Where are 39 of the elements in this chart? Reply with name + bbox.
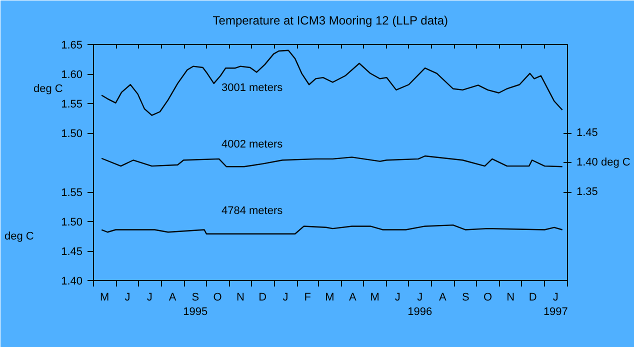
x-tick-label: A [348, 292, 357, 304]
chart-title: Temperature at ICM3 Mooring 12 (LLP data) [212, 14, 448, 28]
x-tick-label: M [100, 292, 110, 304]
series-label: 4784 meters [221, 204, 284, 217]
x-tick-label: M [325, 292, 334, 304]
y2-tick-label: 1.35 [576, 186, 598, 198]
series-label: 4002 meters [221, 138, 284, 151]
x-tick-label: F [304, 292, 312, 304]
x-tick-label: S [462, 292, 470, 304]
x-tick-label: O [483, 292, 492, 304]
y2-tick-label: 1.40 deg C [576, 156, 630, 168]
y-tick-label: 1.55 [61, 98, 83, 110]
x-tick-label: A [439, 292, 448, 304]
x-tick-label: J [394, 292, 400, 304]
line-series [101, 155, 563, 168]
line-series [101, 50, 563, 116]
x-tick-label: J [124, 292, 130, 304]
y-tick-label: 1.65 [61, 40, 83, 52]
x-tick-label: M [370, 292, 380, 304]
x-tick-label: J 1997 [543, 292, 568, 318]
series-label: 3001 meters [221, 82, 284, 94]
x-tick-label: J [282, 292, 288, 304]
x-tick-label: D [258, 292, 267, 304]
y3-tick-label: 1.40 [61, 276, 83, 288]
x-tick-label: A [168, 292, 177, 304]
y-tick-label: 1.50 [61, 128, 83, 140]
y-tick-label: 1.60 [61, 69, 83, 81]
x-tick-label: S 1995 [183, 292, 208, 318]
y3-tick-label: 1.45 [61, 246, 83, 258]
y3-axis-title: deg C [4, 230, 34, 242]
x-tick-label: N [506, 292, 515, 304]
x-tick-label: O [213, 292, 222, 304]
x-tick-label: J 1996 [408, 292, 432, 318]
x-tick-label: D [528, 292, 537, 304]
x-tick-label: N [236, 292, 244, 304]
x-tick-label: J [146, 292, 152, 304]
y-axis-title: deg C [34, 82, 63, 95]
line-series [101, 224, 563, 234]
y2-tick-label: 1.45 [576, 127, 598, 139]
